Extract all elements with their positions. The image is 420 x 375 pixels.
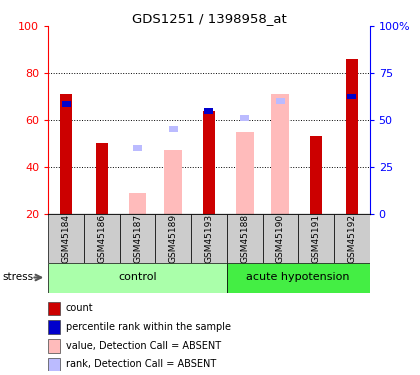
Text: stress: stress <box>2 273 33 282</box>
Bar <box>276 98 285 104</box>
Text: control: control <box>118 273 157 282</box>
Title: GDS1251 / 1398958_at: GDS1251 / 1398958_at <box>131 12 286 25</box>
Bar <box>120 214 155 262</box>
Bar <box>346 59 358 214</box>
Bar <box>334 214 370 262</box>
Bar <box>236 132 254 214</box>
Bar <box>271 94 289 214</box>
Text: acute hypotension: acute hypotension <box>247 273 350 282</box>
Text: rank, Detection Call = ABSENT: rank, Detection Call = ABSENT <box>66 360 216 369</box>
Bar <box>96 144 108 214</box>
Text: GSM45192: GSM45192 <box>347 214 356 262</box>
Bar <box>310 136 322 214</box>
Text: GSM45190: GSM45190 <box>276 214 285 262</box>
Text: GSM45193: GSM45193 <box>205 214 213 262</box>
Bar <box>240 115 249 121</box>
Bar <box>60 94 72 214</box>
Bar <box>48 302 60 315</box>
Text: count: count <box>66 303 94 313</box>
Text: percentile rank within the sample: percentile rank within the sample <box>66 322 231 332</box>
Bar <box>48 339 60 352</box>
Bar <box>84 214 120 262</box>
Bar <box>62 100 71 106</box>
Text: GSM45184: GSM45184 <box>62 214 71 262</box>
Text: GSM45186: GSM45186 <box>97 214 106 262</box>
Text: GSM45188: GSM45188 <box>240 214 249 262</box>
Bar <box>48 262 227 292</box>
Bar <box>169 126 178 132</box>
Bar <box>203 111 215 214</box>
Bar <box>48 214 84 262</box>
Bar <box>155 214 191 262</box>
Bar <box>347 94 356 99</box>
Text: GSM45187: GSM45187 <box>133 214 142 262</box>
Text: GSM45191: GSM45191 <box>312 214 320 262</box>
Bar <box>48 358 60 371</box>
Bar <box>227 262 370 292</box>
Bar <box>164 150 182 214</box>
Bar <box>129 193 147 214</box>
Bar <box>227 214 262 262</box>
Bar <box>205 108 213 114</box>
Bar <box>191 214 227 262</box>
Text: GSM45189: GSM45189 <box>169 214 178 262</box>
Bar <box>262 214 298 262</box>
Bar <box>298 214 334 262</box>
Text: value, Detection Call = ABSENT: value, Detection Call = ABSENT <box>66 341 221 351</box>
Bar <box>48 320 60 334</box>
Bar <box>133 145 142 151</box>
